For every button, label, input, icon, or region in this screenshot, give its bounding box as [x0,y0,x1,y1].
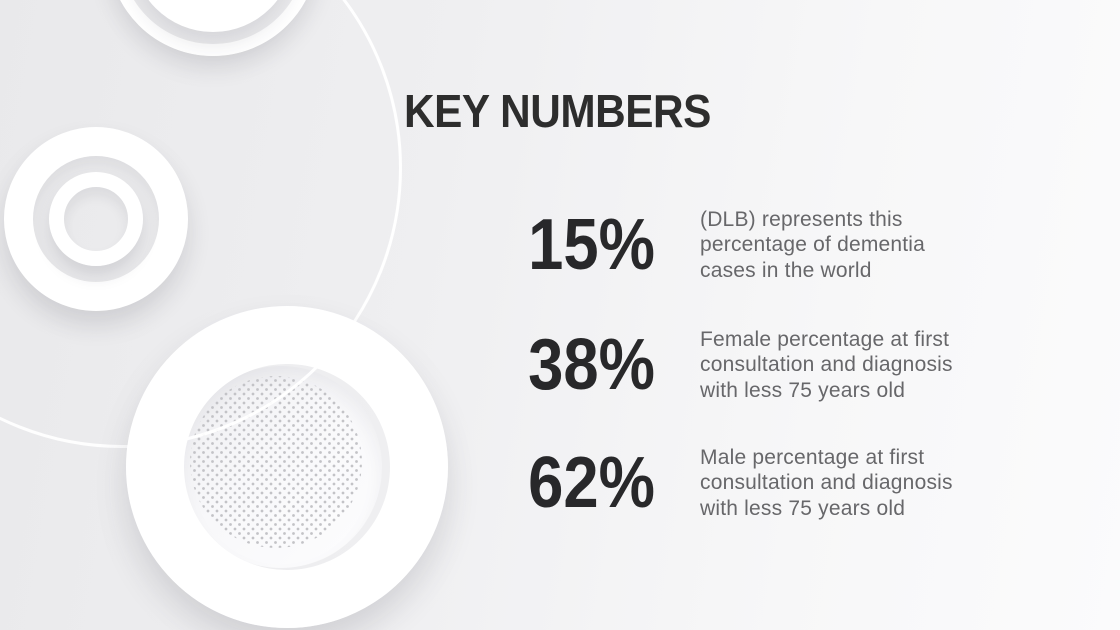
stat-row-dlb: 15% (DLB) represents this percentage of … [420,205,1040,285]
stat-row-female: 38% Female percentage at first consultat… [420,325,1040,405]
stat-value-62: 62% [528,443,655,523]
decorative-bottom-ring-icon [126,306,448,628]
stat-value-38: 38% [528,325,655,405]
stat-row-male: 62% Male percentage at first consultatio… [420,443,1040,523]
decorative-target-center-icon [64,187,128,251]
stat-value-15: 15% [528,205,655,285]
stat-description-female: Female percentage at first consultation … [700,328,953,402]
stat-description-dlb: (DLB) represents this percentage of deme… [700,208,926,282]
page-title: KEY NUMBERS [404,84,711,137]
stat-description-male: Male percentage at first consultation an… [700,446,953,520]
